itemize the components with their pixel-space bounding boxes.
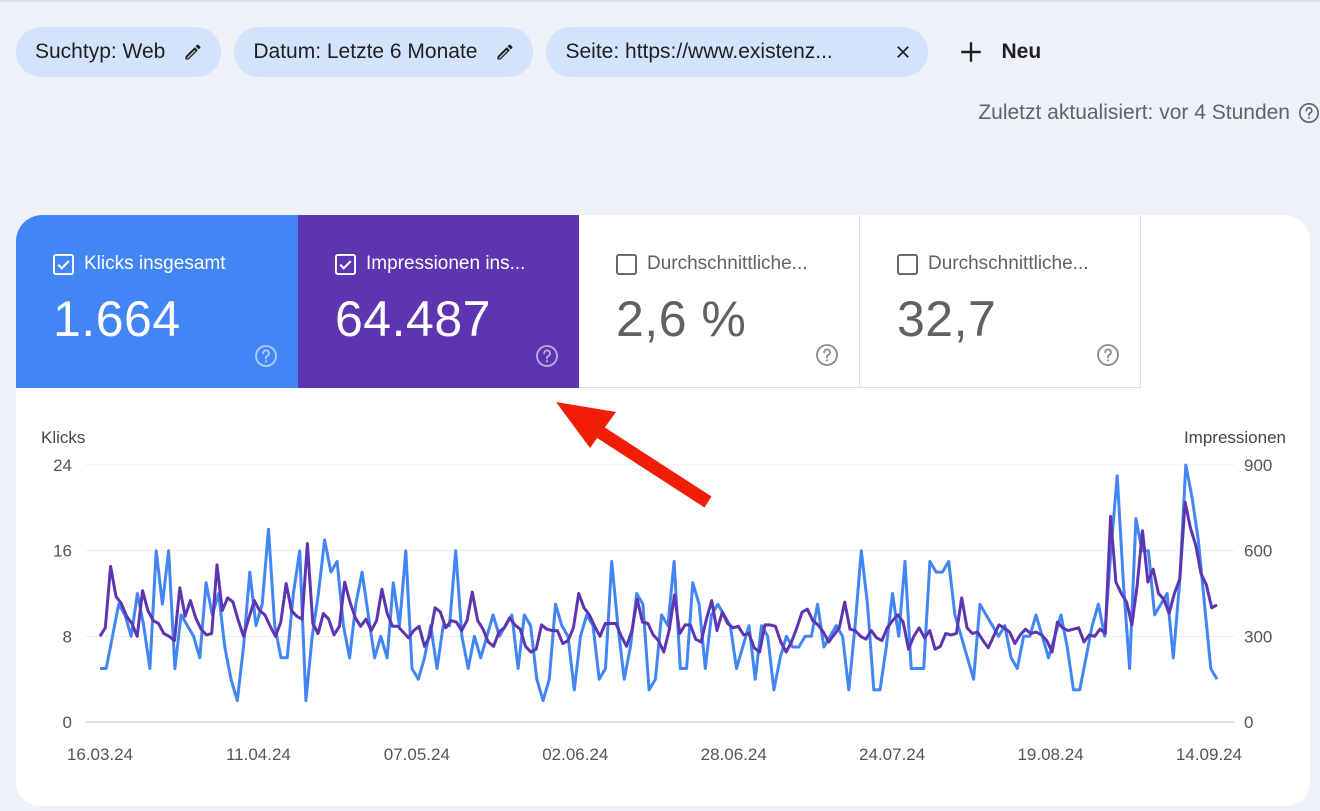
filter-chip-page[interactable]: Seite: https://www.existenz... xyxy=(546,27,929,77)
top-divider xyxy=(0,0,1320,2)
filter-chip-label: Datum: Letzte 6 Monate xyxy=(253,40,478,63)
y-left-tick-label: 16 xyxy=(53,542,72,561)
filter-bar: Suchtyp: Web Datum: Letzte 6 Monate Seit… xyxy=(16,27,1041,77)
filter-chip-label: Seite: https://www.existenz... xyxy=(565,40,833,63)
last-updated-text: Zuletzt aktualisiert: vor 4 Stunden xyxy=(978,101,1290,124)
y-left-axis-label: Klicks xyxy=(41,428,85,447)
y-left-ticks: 24 16 8 0 xyxy=(53,456,72,732)
metric-tile-clicks[interactable]: Klicks insgesamt 1.664 xyxy=(16,215,298,388)
x-tick-label: 11.04.24 xyxy=(226,745,291,764)
x-tick-label: 28.06.24 xyxy=(701,745,767,764)
metric-tile-position[interactable]: Durchschnittliche... 32,7 xyxy=(860,215,1141,388)
pencil-icon[interactable] xyxy=(495,42,515,62)
red-arrow-annotation xyxy=(556,402,712,508)
x-tick-label: 02.06.24 xyxy=(542,745,608,764)
metric-value: 64.487 xyxy=(335,291,491,347)
x-tick-label: 24.07.24 xyxy=(859,745,925,764)
checkbox-unchecked-icon[interactable] xyxy=(897,253,918,275)
plus-icon xyxy=(958,39,984,65)
metric-tile-ctr[interactable]: Durchschnittliche... 2,6 % xyxy=(579,215,860,388)
y-left-tick-label: 0 xyxy=(63,713,72,732)
help-icon[interactable] xyxy=(1096,343,1120,367)
performance-chart[interactable]: Klicks Impressionen 24 16 8 0 900 600 300 0 16… xyxy=(16,215,1310,806)
y-left-tick-label: 24 xyxy=(53,456,72,475)
last-updated: Zuletzt aktualisiert: vor 4 Stunden xyxy=(978,101,1320,125)
x-tick-label: 14.09.24 xyxy=(1176,745,1242,764)
metric-value: 32,7 xyxy=(897,291,997,347)
new-filter-label: Neu xyxy=(1001,40,1042,63)
close-icon[interactable] xyxy=(894,43,912,61)
y-right-ticks: 900 600 300 0 xyxy=(1244,456,1272,732)
x-tick-label: 07.05.24 xyxy=(384,745,450,764)
x-tick-label: 16.03.24 xyxy=(67,745,133,764)
series-line-impressionen xyxy=(98,500,1218,654)
series-line-klicks xyxy=(100,463,1219,703)
help-icon[interactable] xyxy=(535,344,559,368)
help-icon[interactable] xyxy=(254,344,278,368)
help-icon[interactable] xyxy=(815,343,839,367)
x-tick-label: 19.08.24 xyxy=(1017,745,1083,764)
checkbox-unchecked-icon[interactable] xyxy=(616,253,637,275)
filter-chip-label: Suchtyp: Web xyxy=(35,40,166,63)
metric-value: 2,6 % xyxy=(616,291,747,347)
chart-series xyxy=(98,463,1219,703)
metric-value: 1.664 xyxy=(53,291,181,347)
y-left-tick-label: 8 xyxy=(63,627,72,646)
checkbox-checked-icon[interactable] xyxy=(53,253,74,275)
y-right-axis-label: Impressionen xyxy=(1184,428,1286,447)
y-right-tick-label: 0 xyxy=(1244,713,1253,732)
help-icon[interactable] xyxy=(1298,102,1320,124)
metric-tile-impressions[interactable]: Impressionen ins... 64.487 xyxy=(298,215,579,388)
performance-card: Klicks insgesamt 1.664 Impressionen ins.… xyxy=(16,215,1310,806)
y-right-tick-label: 600 xyxy=(1244,542,1272,561)
chart-gridlines xyxy=(86,464,1234,723)
new-filter-button[interactable]: Neu xyxy=(958,39,1041,65)
pencil-icon[interactable] xyxy=(183,42,203,62)
filter-chip-date[interactable]: Datum: Letzte 6 Monate xyxy=(234,27,534,77)
y-right-tick-label: 300 xyxy=(1244,627,1272,646)
x-axis-ticks: 16.03.24 11.04.24 07.05.24 02.06.24 28.06.24… xyxy=(67,745,1242,764)
filter-chip-search-type[interactable]: Suchtyp: Web xyxy=(16,27,222,77)
y-right-tick-label: 900 xyxy=(1244,456,1272,475)
checkbox-checked-icon[interactable] xyxy=(335,253,356,275)
